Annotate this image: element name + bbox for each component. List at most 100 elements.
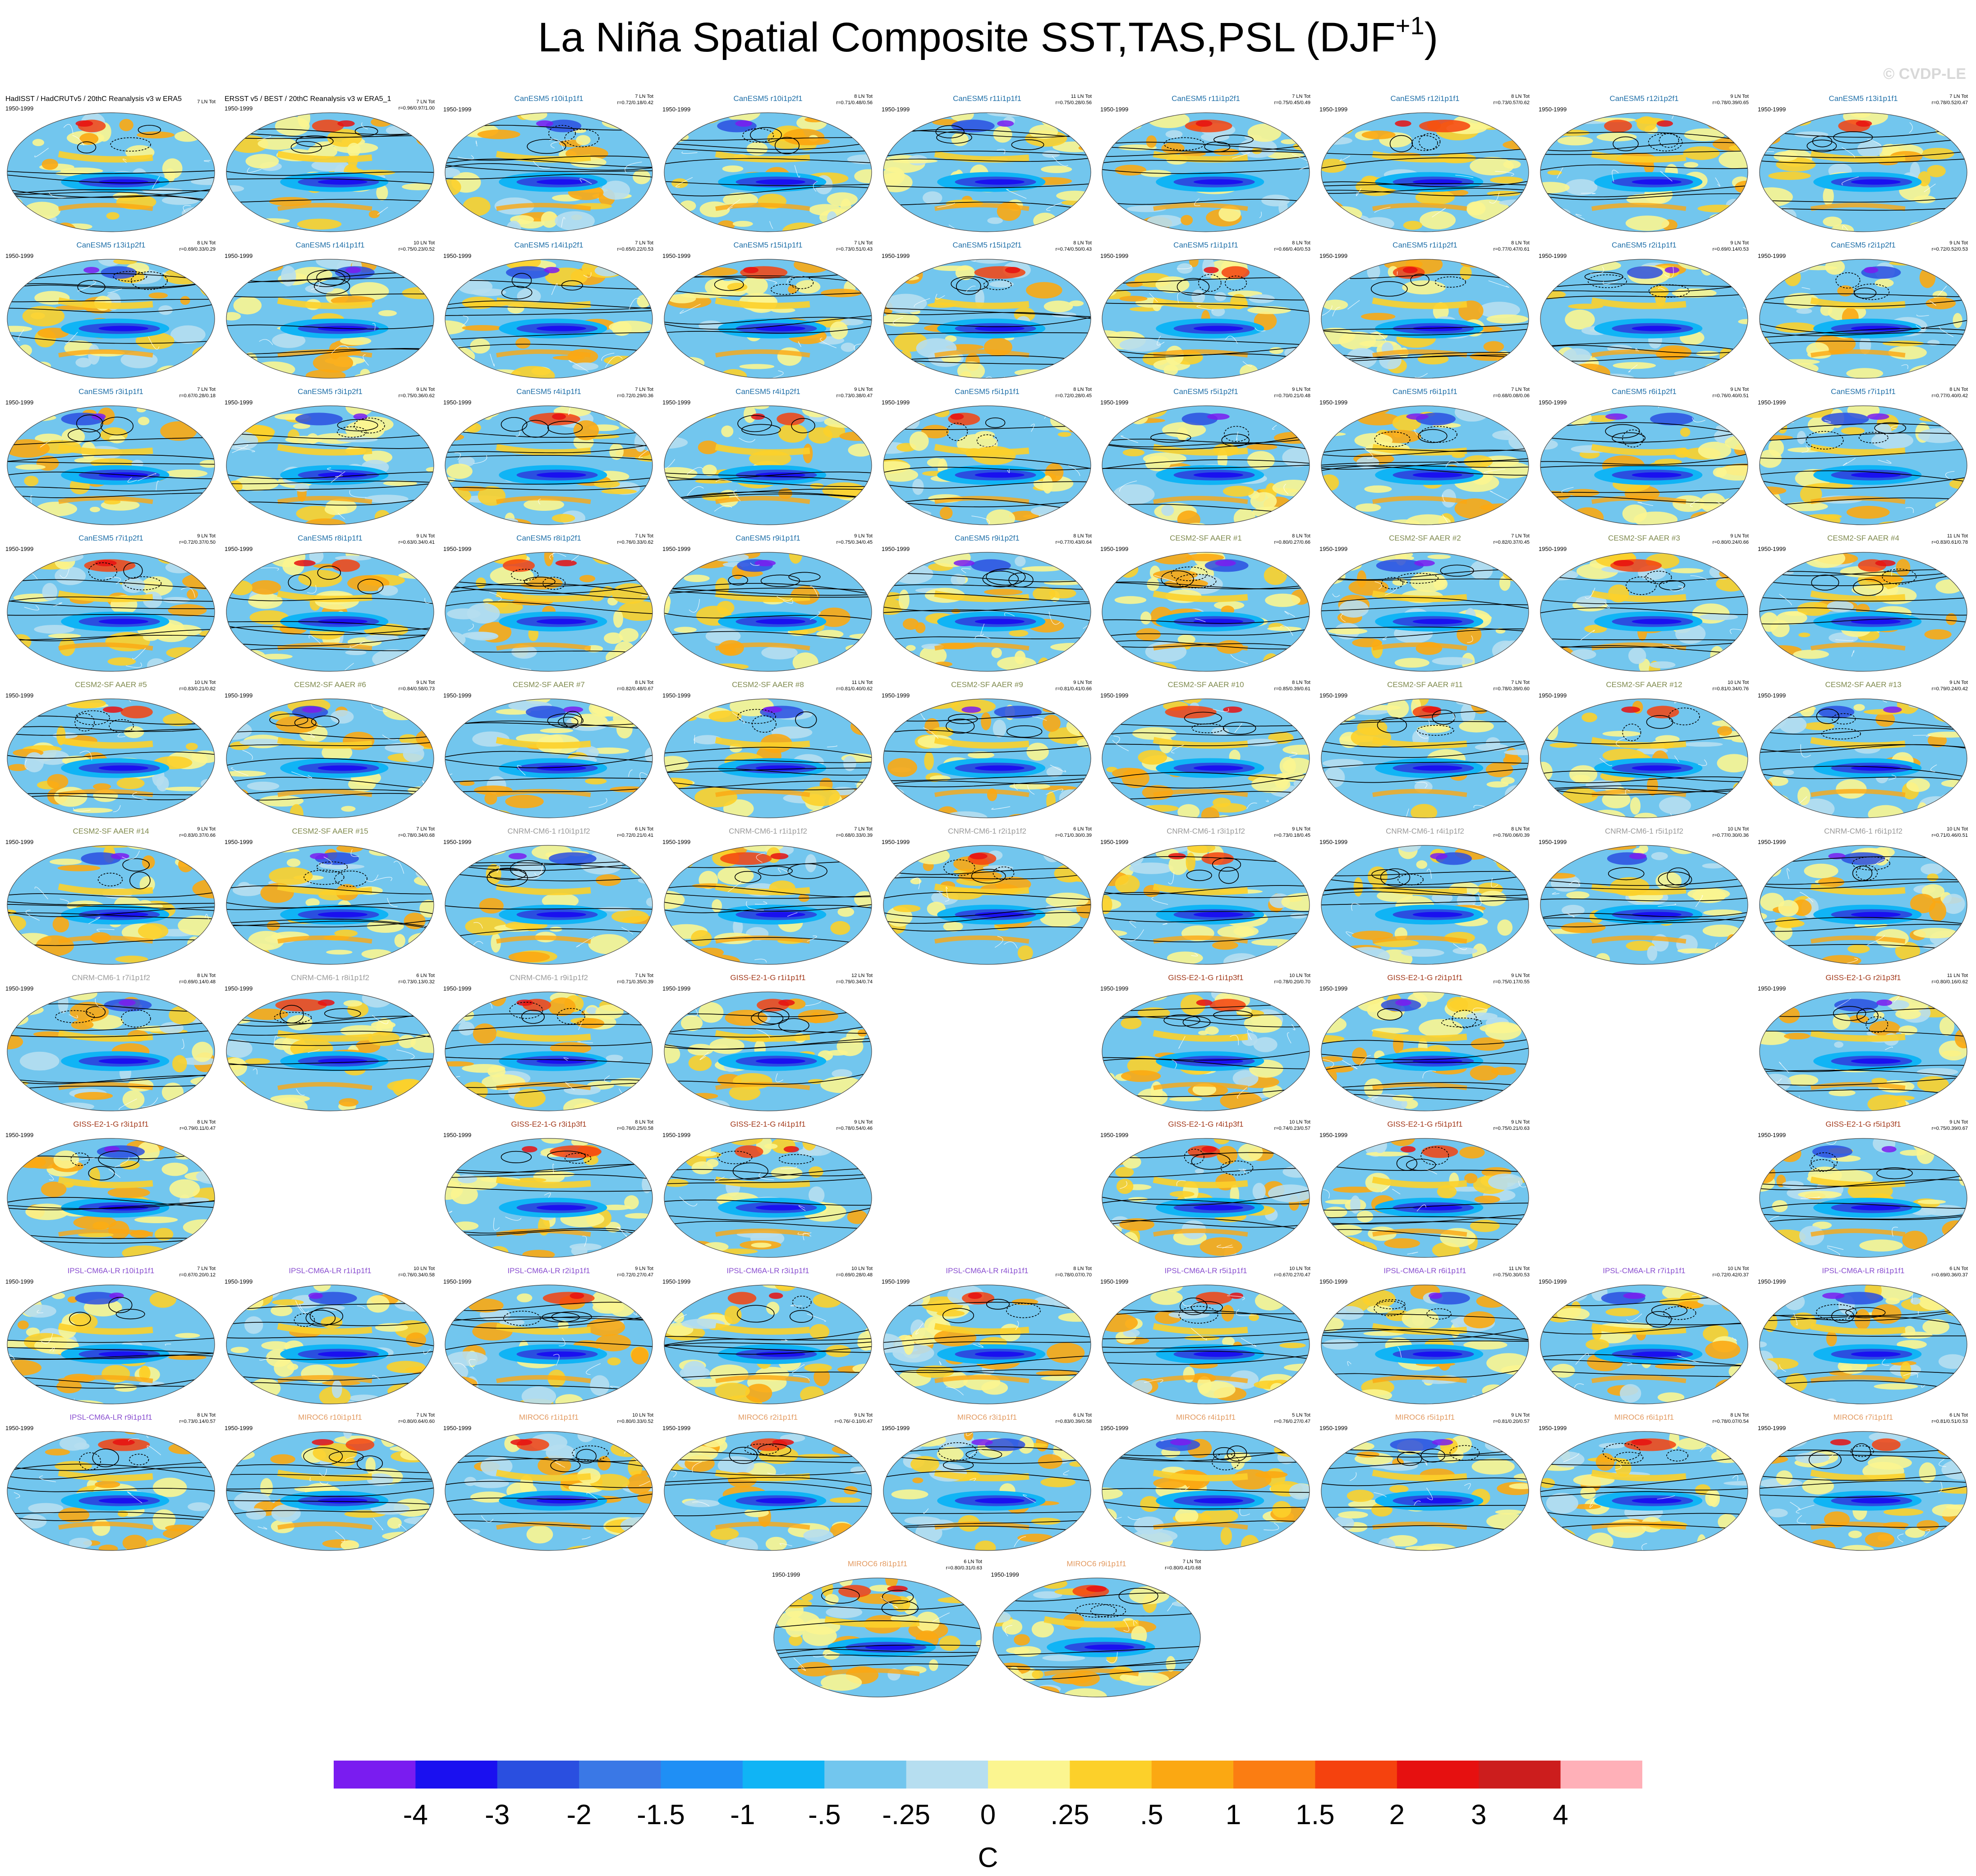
ln-total: 8 LN Tot [1292, 240, 1310, 246]
event-count: 7 LN Tot r=0.78/0.39/0.60 [1493, 679, 1530, 692]
ln-total: 7 LN Tot [197, 99, 216, 105]
period-label: 1950-1999 [1758, 1425, 1786, 1431]
pattern-correlation: r=0.72/0.37/0.50 [179, 540, 216, 545]
panel-title: GISS-E2-1-G r4i1p1f1 [730, 1120, 806, 1128]
composite-map [1102, 552, 1310, 672]
panel-title: CanESM5 r11i1p1f1 [953, 94, 1021, 103]
pattern-correlation: r=0.75/0.21/0.63 [1493, 1126, 1530, 1131]
panel-title: CNRM-CM6-1 r6i1p1f2 [1824, 827, 1902, 835]
panel-title: CanESM5 r6i1p1f1 [1392, 387, 1457, 396]
panel-title: CNRM-CM6-1 r1i1p1f2 [729, 827, 807, 835]
panel-title: CESM2-SF AAER #11 [1387, 680, 1463, 689]
event-count: 9 LN Tot r=0.81/0.20/0.57 [1493, 1412, 1530, 1425]
pattern-correlation: r=0.72/0.42/0.37 [1712, 1272, 1749, 1278]
period-label: 1950-1999 [662, 692, 691, 699]
panel-title: MIROC6 r6i1p1f1 [1614, 1413, 1674, 1422]
event-count: 11 LN Tot r=0.75/0.30/0.53 [1493, 1266, 1530, 1278]
panel-title: CESM2-SF AAER #3 [1608, 534, 1680, 542]
ln-total: 8 LN Tot [854, 94, 873, 99]
event-count: 8 LN Tot r=0.79/0.11/0.47 [179, 1119, 216, 1132]
period-label: 1950-1999 [1539, 546, 1567, 552]
colorbar-swatch [334, 1761, 416, 1789]
map-panel: CESM2-SF AAER #5 1950-1999 10 LN Tot r=0.83… [2, 679, 220, 823]
pattern-correlation: r=0.83/0.37/0.66 [179, 833, 216, 838]
period-label: 1950-1999 [1758, 985, 1786, 992]
ln-total: 9 LN Tot [1949, 1119, 1968, 1125]
ln-total: 11 LN Tot [851, 680, 873, 685]
period-label: 1950-1999 [1100, 692, 1129, 699]
composite-map [1759, 552, 1967, 672]
colorbar-swatch [1070, 1761, 1152, 1789]
panel-title: IPSL-CM6A-LR r4i1p1f1 [946, 1266, 1029, 1275]
panel-title: CanESM5 r13i1p1f1 [1829, 94, 1898, 103]
colorbar-swatch [415, 1761, 498, 1789]
event-count: 7 LN Tot r=0.80/0.41/0.68 [1165, 1559, 1201, 1571]
composite-map [1102, 845, 1310, 965]
period-label: 1950-1999 [225, 546, 253, 552]
pattern-correlation: r=0.75/0.23/0.52 [398, 247, 435, 252]
panel-title: CanESM5 r10i1p1f1 [514, 94, 584, 103]
ln-total: 7 LN Tot [635, 387, 653, 392]
event-count: 10 LN Tot r=0.80/0.33/0.52 [617, 1412, 653, 1425]
panel-title: CanESM5 r4i1p1f1 [516, 387, 581, 396]
map-panel: CESM2-SF AAER #15 1950-1999 7 LN Tot r=0.78… [221, 825, 439, 969]
pattern-correlation: r=0.72/0.28/0.45 [1055, 393, 1092, 399]
map-panel: CESM2-SF AAER #12 1950-1999 10 LN Tot r=0.8… [1535, 679, 1753, 823]
event-count: 8 LN Tot r=0.80/0.27/0.66 [1274, 533, 1310, 546]
period-label: 1950-1999 [443, 839, 472, 845]
event-count: 9 LN Tot r=0.75/0.34/0.45 [836, 533, 873, 546]
event-count: 9 LN Tot r=0.75/0.39/0.67 [1932, 1119, 1968, 1132]
pattern-correlation: r=0.83/0.21/0.82 [179, 686, 216, 692]
colorbar-swatch [988, 1761, 1070, 1789]
period-label: 1950-1999 [5, 839, 34, 845]
colorbar-tick-label: .25 [1050, 1799, 1089, 1830]
panel-title: MIROC6 r10i1p1f1 [298, 1413, 362, 1422]
colorbar-swatch [1315, 1761, 1397, 1789]
composite-map [445, 698, 653, 818]
composite-map [664, 698, 872, 818]
pattern-correlation: r=0.69/0.14/0.53 [1712, 247, 1749, 252]
ln-total: 8 LN Tot [197, 240, 216, 246]
composite-map [1759, 259, 1967, 379]
event-count: 7 LN Tot r=0.96/0.97/1.00 [399, 99, 435, 111]
map-panel: MIROC6 r4i1p1f1 1950-1999 5 LN Tot r=0.76/0… [1097, 1411, 1315, 1555]
pattern-correlation: r=0.72/0.18/0.42 [617, 100, 653, 105]
period-label: 1950-1999 [1539, 1425, 1567, 1431]
pattern-correlation: r=0.70/0.21/0.48 [1274, 393, 1310, 399]
ln-total: 6 LN Tot [416, 973, 435, 978]
colorbar-tick-label: -3 [485, 1799, 510, 1830]
pattern-correlation: r=0.71/0.46/0.51 [1931, 833, 1968, 838]
ln-total: 7 LN Tot [416, 1413, 435, 1418]
colorbar-swatch [661, 1761, 743, 1789]
panel-title: CESM2-SF AAER #14 [73, 827, 149, 835]
pattern-correlation: r=0.83/0.39/0.58 [1055, 1419, 1092, 1424]
pattern-correlation: r=0.74/0.50/0.43 [1055, 247, 1092, 252]
pattern-correlation: r=0.77/0.40/0.42 [1931, 393, 1968, 399]
period-label: 1950-1999 [1758, 106, 1786, 113]
period-label: 1950-1999 [1319, 252, 1348, 259]
ln-total: 10 LN Tot [1728, 826, 1749, 832]
event-count: 9 LN Tot r=0.72/0.37/0.50 [179, 533, 216, 546]
pattern-correlation: r=0.71/0.48/0.56 [836, 100, 873, 105]
map-panel: MIROC6 r2i1p1f1 1950-1999 9 LN Tot r=0.76/-… [659, 1411, 877, 1555]
colorbar-swatch [824, 1761, 907, 1789]
pattern-correlation: r=0.78/0.07/0.54 [1712, 1419, 1749, 1424]
ln-total: 7 LN Tot [1511, 387, 1530, 392]
event-count: 8 LN Tot r=0.77/0.43/0.64 [1056, 533, 1092, 546]
event-count: 7 LN Tot r=0.78/0.34/0.68 [399, 826, 435, 839]
period-label: 1950-1999 [882, 839, 910, 845]
event-count: 9 LN Tot r=0.76/0.40/0.51 [1713, 386, 1749, 399]
panel-title: CNRM-CM6-1 r2i1p1f2 [948, 827, 1026, 835]
pattern-correlation: r=0.78/0.20/0.70 [1274, 979, 1310, 985]
map-panel: CESM2-SF AAER #8 1950-1999 11 LN Tot r=0.81… [659, 679, 877, 823]
event-count: 8 LN Tot r=0.73/0.14/0.57 [179, 1412, 216, 1425]
panel-title: CanESM5 r4i1p2f1 [735, 387, 800, 396]
map-panel: GISS-E2-1-G r3i1p1f1 1950-1999 8 LN Tot r=0… [2, 1118, 220, 1262]
pattern-correlation: r=0.67/0.28/0.18 [179, 393, 216, 399]
composite-map [1759, 1284, 1967, 1404]
composite-map [883, 1431, 1091, 1551]
period-label: 1950-1999 [882, 1278, 910, 1285]
ln-total: 9 LN Tot [854, 533, 873, 539]
ln-total: 9 LN Tot [1511, 973, 1530, 978]
composite-map [445, 845, 653, 965]
